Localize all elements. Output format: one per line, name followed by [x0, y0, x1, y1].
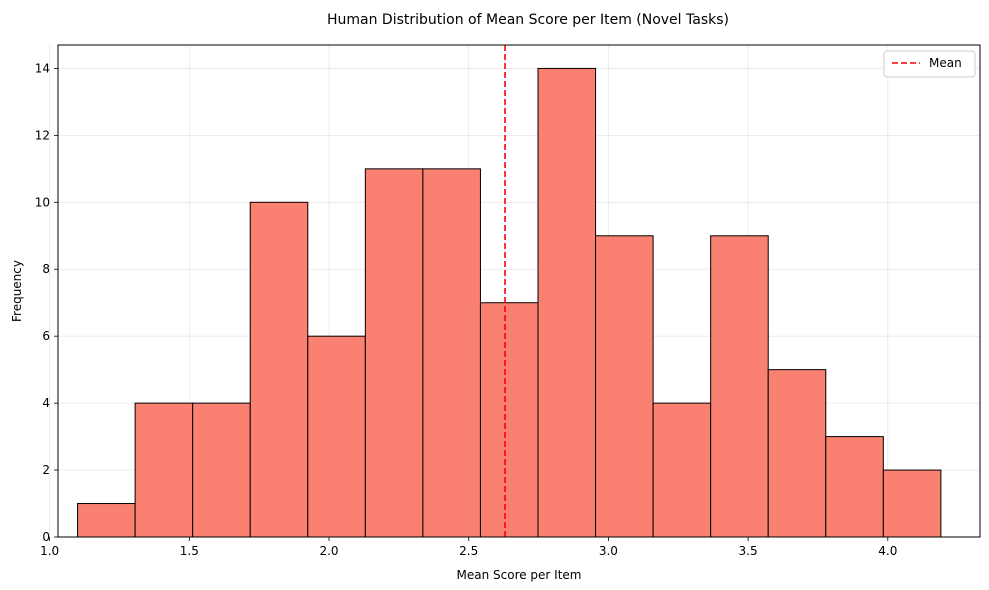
x-axis-title: Mean Score per Item [457, 568, 582, 582]
histogram-bar [77, 503, 136, 538]
x-tick-label: 3.0 [599, 544, 618, 558]
histogram-bar [249, 201, 309, 538]
histogram-bar [479, 302, 539, 538]
histogram-bar [192, 402, 251, 538]
bars-layer [77, 67, 942, 538]
y-tick-label: 12 [35, 128, 50, 142]
histogram-bar [825, 436, 884, 538]
histogram-bar [710, 235, 769, 538]
legend-mean-label: Mean [929, 56, 962, 70]
x-tick-label: 2.5 [459, 544, 478, 558]
plot-frame [57, 44, 981, 538]
y-tick-label: 8 [42, 262, 50, 276]
legend-box [883, 50, 976, 78]
y-tick-label: 4 [42, 396, 50, 410]
x-tick-label: 1.0 [40, 544, 59, 558]
x-tick-label: 2.0 [319, 544, 338, 558]
histogram-bar [882, 469, 942, 538]
y-tick-label: 14 [35, 61, 50, 75]
x-tick-label: 4.0 [878, 544, 897, 558]
histogram-bar [422, 168, 481, 538]
y-axis-title: Frequency [10, 260, 24, 322]
chart-title: Human Distribution of Mean Score per Ite… [327, 12, 729, 28]
histogram-bar [652, 402, 712, 538]
y-tick-label: 10 [35, 195, 50, 209]
legend: Mean [883, 50, 976, 78]
y-axis-ticks: 0 2 4 6 8 10 12 14 [35, 61, 58, 544]
x-tick-label: 3.5 [739, 544, 758, 558]
histogram-bar [767, 369, 827, 538]
x-axis-ticks: 1.0 1.5 2.0 2.5 3.0 3.5 4.0 [40, 537, 897, 558]
histogram-bar [537, 67, 597, 538]
histogram-bar [134, 402, 194, 538]
histogram-bar [595, 235, 654, 538]
histogram-bar [364, 168, 424, 538]
y-tick-label: 2 [42, 463, 50, 477]
histogram-bar [307, 335, 366, 538]
y-tick-label: 6 [42, 329, 50, 343]
y-tick-label: 0 [42, 530, 50, 544]
x-tick-label: 1.5 [180, 544, 199, 558]
